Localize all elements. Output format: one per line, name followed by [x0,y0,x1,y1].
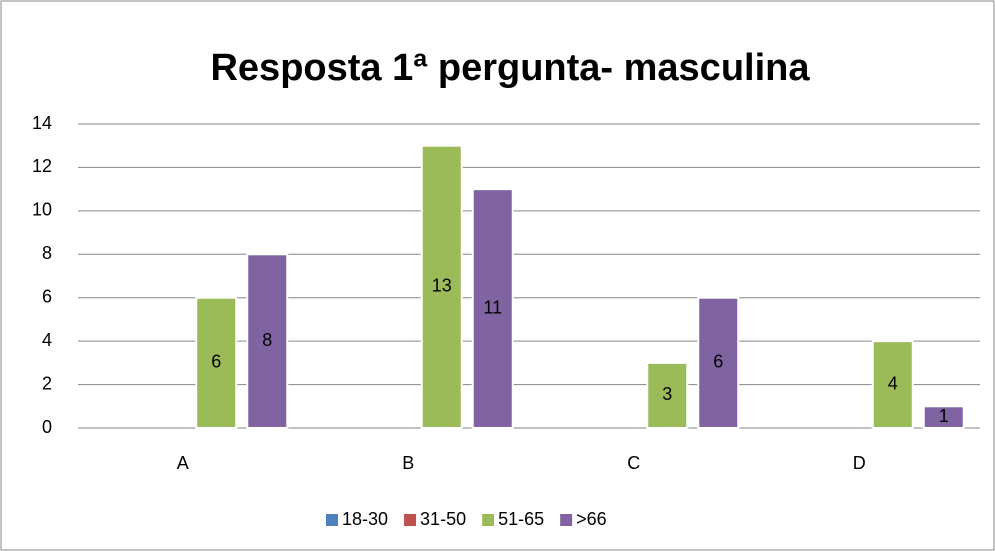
data-label: 3 [662,384,672,404]
data-label: 1 [939,406,949,426]
bar [922,405,965,429]
data-label: 8 [262,330,272,350]
bar [871,340,914,429]
legend-swatch [560,514,573,526]
bar [420,144,463,429]
data-label: 6 [713,352,723,372]
data-label: 13 [432,276,452,296]
bar [646,361,689,430]
y-tick-label: 10 [32,200,52,220]
bar [471,188,514,429]
x-tick-label: D [853,453,866,473]
x-tick-label: B [402,453,414,473]
y-tick-label: 2 [42,373,52,393]
legend-label: 51-65 [498,509,544,529]
bar [246,253,289,429]
legend-label: 31-50 [420,509,466,529]
x-tick-label: A [177,453,189,473]
y-tick-label: 14 [32,113,52,133]
legend-label: >66 [576,509,607,529]
legend-label: 18-30 [342,509,388,529]
bar [697,296,740,430]
y-tick-label: 12 [32,156,52,176]
chart-title: Resposta 1ª pergunta- masculina [210,47,810,89]
data-label: 4 [888,373,898,393]
data-label: 6 [211,352,221,372]
x-tick-label: C [627,453,640,473]
legend-swatch [326,514,338,526]
y-tick-label: 0 [42,417,52,437]
bar [195,296,238,430]
legend-swatch [482,514,495,526]
data-label: 11 [483,297,502,317]
legend-swatch [404,514,417,526]
y-tick-label: 8 [42,243,52,263]
y-tick-label: 4 [42,330,52,350]
y-tick-label: 6 [42,286,52,306]
